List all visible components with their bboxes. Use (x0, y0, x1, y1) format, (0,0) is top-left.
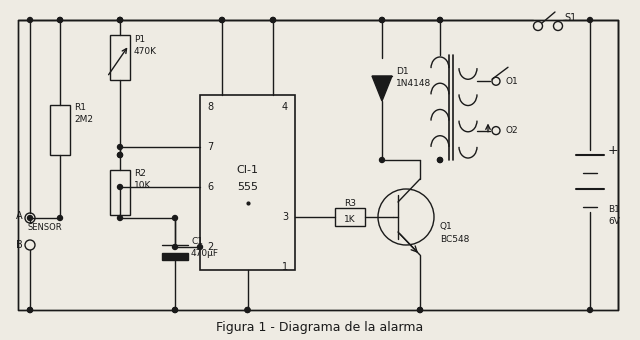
Text: BC548: BC548 (440, 235, 469, 243)
Circle shape (588, 307, 593, 312)
Text: 2: 2 (207, 242, 213, 252)
Text: CI-1: CI-1 (237, 165, 259, 175)
Bar (18, 20, 618, 310)
Circle shape (417, 307, 422, 312)
Bar (110, 170, 130, 215)
Circle shape (380, 157, 385, 163)
Bar (50, 105, 70, 155)
Text: 4: 4 (282, 102, 288, 112)
Bar (200, 95, 295, 270)
Circle shape (245, 307, 250, 312)
Text: D1: D1 (396, 67, 408, 75)
Bar (335, 208, 365, 226)
Circle shape (271, 17, 275, 22)
Text: B: B (16, 240, 23, 250)
Text: O2: O2 (506, 126, 518, 135)
Circle shape (118, 17, 122, 22)
Text: 470K: 470K (134, 48, 157, 56)
Circle shape (438, 17, 442, 22)
Text: P1: P1 (134, 35, 145, 45)
Circle shape (118, 17, 122, 22)
Circle shape (118, 153, 122, 157)
Text: 1: 1 (282, 262, 288, 272)
Bar (110, 35, 130, 80)
Text: 7: 7 (207, 142, 213, 152)
Circle shape (198, 244, 202, 250)
Text: B1: B1 (608, 205, 620, 215)
Text: R2: R2 (134, 169, 146, 177)
Text: 10K: 10K (134, 181, 152, 189)
Circle shape (118, 153, 122, 157)
Text: 1K: 1K (344, 215, 356, 223)
Text: Q1: Q1 (440, 222, 452, 232)
Circle shape (118, 17, 122, 22)
Circle shape (380, 17, 385, 22)
Circle shape (173, 216, 177, 221)
Circle shape (438, 157, 442, 163)
Text: Figura 1 - Diagrama de la alarma: Figura 1 - Diagrama de la alarma (216, 322, 424, 335)
Circle shape (58, 17, 63, 22)
Text: 555: 555 (237, 182, 258, 192)
Circle shape (438, 17, 442, 22)
Circle shape (220, 17, 225, 22)
Text: 6V: 6V (608, 218, 620, 226)
Text: 6: 6 (207, 182, 213, 192)
Circle shape (28, 307, 33, 312)
Circle shape (58, 17, 63, 22)
Text: C1: C1 (191, 237, 203, 245)
Circle shape (58, 216, 63, 221)
Circle shape (173, 307, 177, 312)
Text: +: + (608, 144, 619, 157)
Text: SENSOR: SENSOR (28, 222, 63, 232)
Text: A: A (17, 211, 23, 221)
Circle shape (118, 144, 122, 150)
Text: S1: S1 (564, 13, 576, 23)
Circle shape (173, 307, 177, 312)
Text: 3: 3 (282, 212, 288, 222)
Text: 1N4148: 1N4148 (396, 80, 431, 88)
Circle shape (417, 307, 422, 312)
Circle shape (220, 17, 225, 22)
Circle shape (380, 17, 385, 22)
Text: 8: 8 (207, 102, 213, 112)
Text: O1: O1 (506, 77, 519, 86)
Circle shape (271, 17, 275, 22)
Circle shape (28, 17, 33, 22)
Text: R1: R1 (74, 103, 86, 113)
Text: R3: R3 (344, 199, 356, 207)
Text: 2M2: 2M2 (74, 116, 93, 124)
Circle shape (245, 307, 250, 312)
Circle shape (118, 216, 122, 221)
Circle shape (438, 157, 442, 163)
Circle shape (118, 185, 122, 189)
Text: 470μF: 470μF (191, 249, 219, 257)
Polygon shape (372, 76, 392, 101)
Bar (162, 253, 188, 260)
Circle shape (173, 244, 177, 250)
Circle shape (28, 216, 33, 221)
Circle shape (28, 307, 33, 312)
Circle shape (588, 17, 593, 22)
